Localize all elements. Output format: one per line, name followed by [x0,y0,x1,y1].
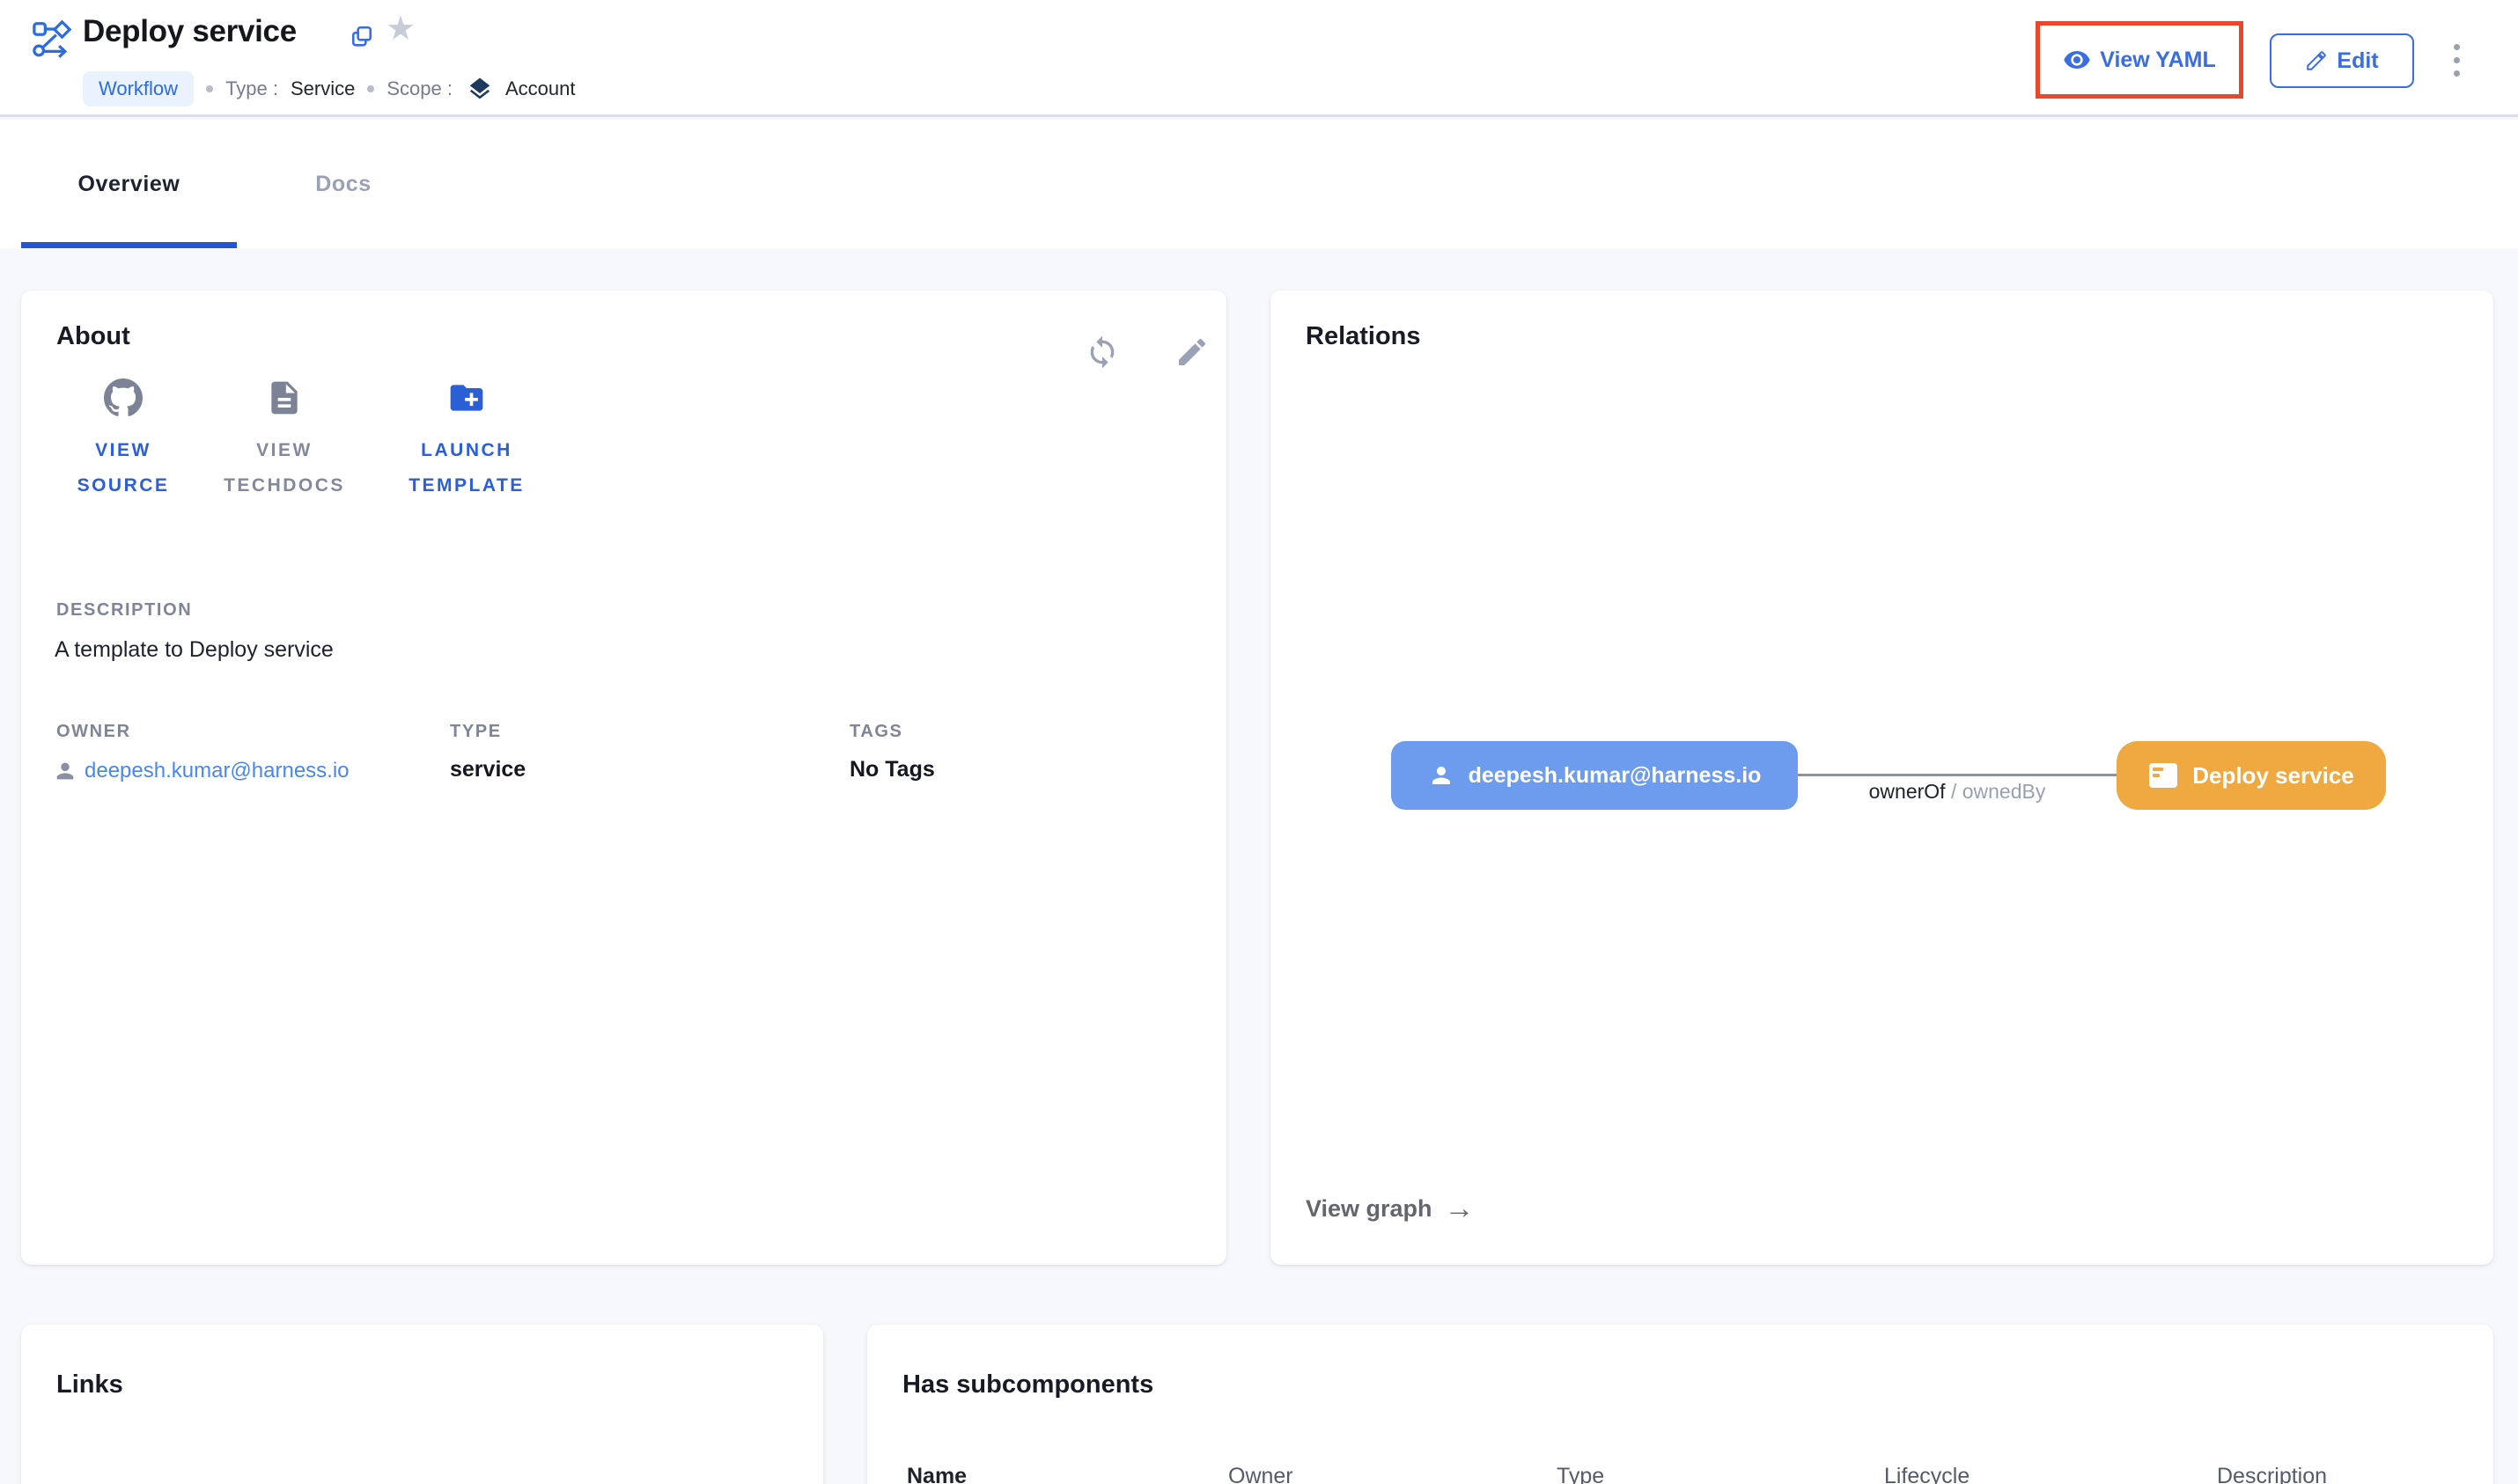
view-techdocs-label: VIEW TECHDOCS [224,440,345,496]
column-header-type[interactable]: Type [1557,1464,1605,1484]
about-card: About VIEW SOURCE VIEW TECHDOCS LAUNCH T… [21,290,1226,1265]
type-label: Type : [225,77,278,99]
copy-icon[interactable] [350,25,373,48]
owner-link[interactable]: deepesh.kumar@harness.io [53,759,350,783]
tab-bar: Overview Docs [0,120,2518,248]
folder-plus-icon [450,385,483,411]
tab-docs-label: Docs [315,171,372,196]
separator-dot [367,85,375,92]
owner-label: OWNER [56,722,131,741]
type-value: Service [290,77,356,99]
owner-value: deepesh.kumar@harness.io [85,759,350,782]
edge-separator: / [1950,780,1957,803]
about-title: About [56,322,130,350]
links-title: Links [56,1370,123,1399]
layers-icon [469,77,490,99]
description-text: A template to Deploy service [55,637,334,662]
edge-reverse-label: ownedBy [1962,780,2046,803]
edge-forward-label: ownerOf [1868,780,1946,803]
view-graph-label: View graph [1306,1194,1432,1222]
relation-edge-label: ownerOf / ownedBy [1798,780,2117,804]
column-header-description[interactable]: Description [2217,1464,2328,1484]
subcomponents-title: Has subcomponents [902,1370,1154,1399]
separator-dot [206,85,214,92]
subcomponents-card: Has subcomponents Name Owner Type Lifecy… [867,1325,2493,1484]
type-value: service [450,757,526,782]
launch-template-action[interactable]: LAUNCH TEMPLATE [379,378,555,503]
kind-chip: Workflow [83,71,195,107]
pencil-icon [2307,51,2327,70]
view-yaml-button[interactable]: View YAML [2036,21,2243,99]
kebab-menu-icon[interactable] [2437,35,2476,84]
relation-node-owner[interactable]: deepesh.kumar@harness.io [1391,741,1798,810]
tab-docs[interactable]: Docs [264,120,423,248]
template-icon [2149,763,2178,788]
owner-node-label: deepesh.kumar@harness.io [1468,762,1762,788]
column-header-name[interactable]: Name [907,1464,968,1484]
relations-title: Relations [1306,322,1421,350]
document-icon [271,381,298,415]
arrow-right-icon: → [1444,1192,1475,1225]
page-title: Deploy service [83,14,297,48]
entity-node-label: Deploy service [2192,761,2354,789]
pencil-icon[interactable] [1174,334,1210,370]
relation-node-entity[interactable]: Deploy service [2117,741,2386,810]
github-icon [104,378,143,416]
type-label: TYPE [450,722,502,741]
view-source-label: VIEW SOURCE [77,440,170,496]
tags-value: No Tags [850,757,935,782]
person-icon [1432,767,1450,784]
workflow-icon [33,19,72,58]
edit-button[interactable]: Edit [2270,33,2414,88]
launch-template-label: LAUNCH TEMPLATE [409,440,525,496]
relations-card: Relations ownerOf / ownedBy deepesh.kuma… [1270,290,2493,1265]
view-graph-link[interactable]: View graph → [1306,1194,1475,1223]
entity-subtitle: Workflow Type : Service Scope : Account [83,70,575,107]
entity-header: Deploy service ★ Workflow Type : Service… [0,0,2518,117]
tab-overview-label: Overview [77,171,180,196]
edit-label: Edit [2337,48,2379,73]
tags-label: TAGS [850,722,903,741]
column-header-lifecycle[interactable]: Lifecycle [1884,1464,1970,1484]
scope-value: Account [504,77,576,99]
scope-label: Scope : [387,77,453,99]
description-label: DESCRIPTION [56,600,193,620]
sync-icon[interactable] [1085,334,1120,370]
star-icon[interactable]: ★ [386,11,416,48]
tab-overview[interactable]: Overview [21,120,237,248]
column-header-owner[interactable]: Owner [1228,1464,1293,1484]
view-techdocs-action[interactable]: VIEW TECHDOCS [201,378,368,503]
links-card: Links [21,1325,823,1484]
view-source-action[interactable]: VIEW SOURCE [53,378,194,503]
person-icon [56,762,74,780]
relation-edge [1798,774,2117,776]
view-yaml-label: View YAML [2100,47,2216,72]
eye-icon [2064,51,2090,69]
